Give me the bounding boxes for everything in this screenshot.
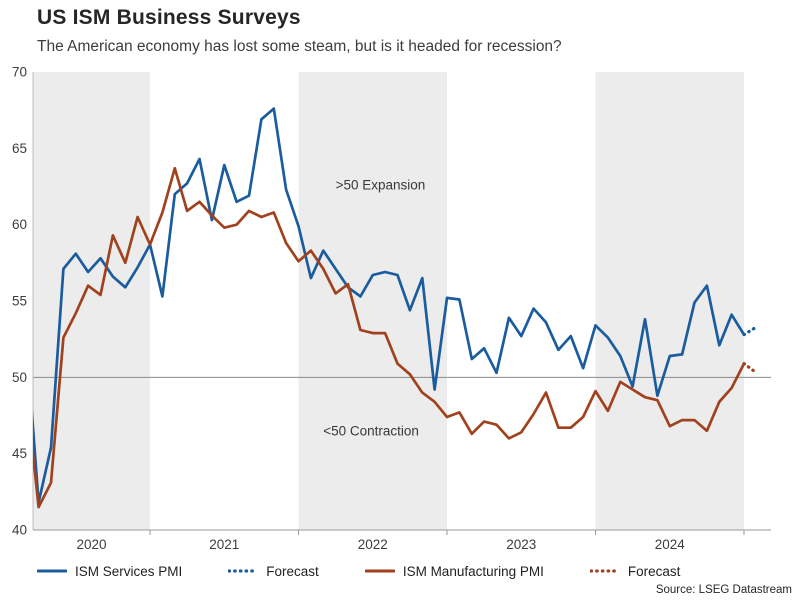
ism-services-pmi-line xyxy=(33,107,746,504)
page-title: US ISM Business Surveys xyxy=(37,6,301,29)
legend-item-forecast-forecast: Forecast xyxy=(589,563,681,579)
x-year-label: 2022 xyxy=(358,537,388,552)
y-tick-label: 45 xyxy=(12,446,27,461)
forecast-forecast-line xyxy=(742,362,758,375)
year-band-2022 xyxy=(298,72,447,530)
line-swatch-icon xyxy=(364,569,395,573)
legend-item-ism-manufacturing-pmi: ISM Manufacturing PMI xyxy=(364,563,544,579)
y-tick-label: 40 xyxy=(12,523,27,538)
line-swatch-icon xyxy=(37,569,67,573)
dotted-line-swatch-icon xyxy=(589,569,620,573)
forecast-forecast-line xyxy=(742,325,758,337)
legend-item-forecast-forecast: Forecast xyxy=(228,564,319,579)
y-tick-label: 60 xyxy=(12,217,27,232)
legend-label: ISM Manufacturing PMI xyxy=(402,563,544,579)
annotation-50-expansion: >50 Expansion xyxy=(336,178,426,193)
legend-label: Forecast xyxy=(266,563,319,579)
dotted-line-swatch-icon xyxy=(228,569,259,573)
x-year-label: 2020 xyxy=(76,537,106,552)
year-band-2020 xyxy=(33,72,150,530)
x-year-label: 2024 xyxy=(655,537,686,552)
year-band-2024 xyxy=(595,72,744,530)
y-tick-label: 70 xyxy=(12,65,27,80)
source-note: Source: LSEG Datastream xyxy=(655,584,792,596)
legend-item-ism-services-pmi: ISM Services PMI xyxy=(37,564,182,579)
x-year-label: 2023 xyxy=(506,537,536,552)
page-subtitle: The American economy has lost some steam… xyxy=(37,38,562,55)
legend-label: ISM Services PMI xyxy=(75,563,183,579)
y-tick-label: 50 xyxy=(12,370,27,385)
annotation-50-contraction: <50 Contraction xyxy=(323,423,419,438)
y-tick-label: 55 xyxy=(12,294,27,309)
ism-manufacturing-pmi-line xyxy=(33,166,746,509)
y-tick-label: 65 xyxy=(12,141,27,156)
legend-label: Forecast xyxy=(627,563,681,579)
ism-chart: 40 45 50 55 60 65 70 2020 2021 2022 2023 2024 >50 Ex… xyxy=(12,65,771,552)
chart-legend: ISM Services PMI Forecast ISM Manufacturin… xyxy=(37,560,771,582)
x-year-label: 2021 xyxy=(209,537,239,552)
